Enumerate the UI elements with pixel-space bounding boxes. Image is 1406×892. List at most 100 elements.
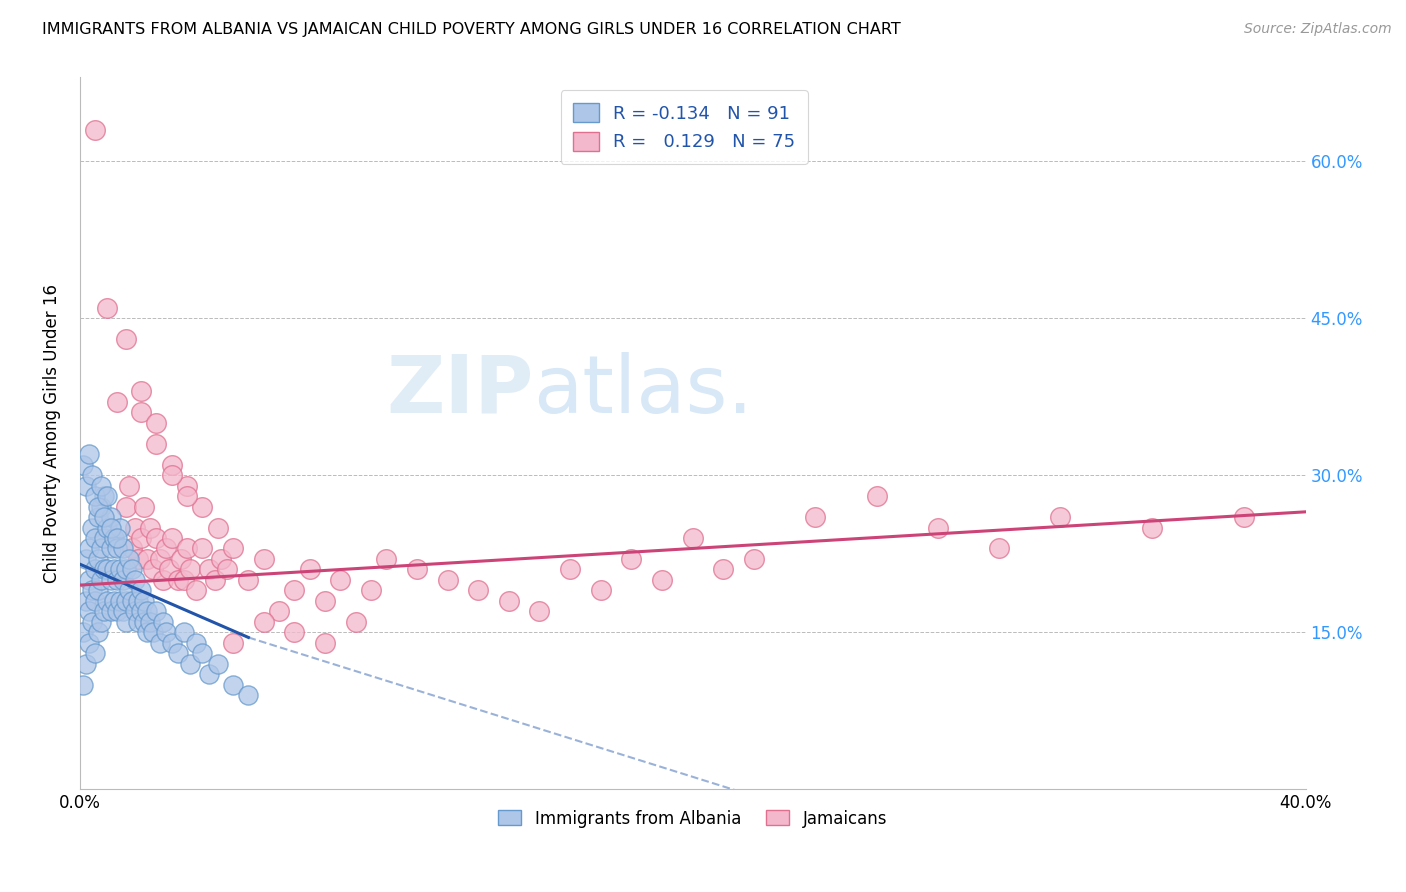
- Point: [111, 604, 134, 618]
- Point: [222, 677, 245, 691]
- Point: [498, 594, 520, 608]
- Point: [283, 583, 305, 598]
- Point: [75, 478, 97, 492]
- Point: [136, 625, 159, 640]
- Point: [145, 416, 167, 430]
- Text: ZIP: ZIP: [387, 351, 533, 430]
- Point: [186, 583, 208, 598]
- Point: [238, 573, 260, 587]
- Point: [103, 531, 125, 545]
- Point: [93, 604, 115, 618]
- Point: [160, 635, 183, 649]
- Point: [77, 541, 100, 556]
- Point: [152, 573, 174, 587]
- Point: [145, 531, 167, 545]
- Point: [103, 562, 125, 576]
- Point: [84, 122, 107, 136]
- Point: [129, 405, 152, 419]
- Point: [160, 531, 183, 545]
- Point: [170, 552, 193, 566]
- Point: [191, 646, 214, 660]
- Point: [96, 489, 118, 503]
- Point: [100, 510, 122, 524]
- Point: [93, 489, 115, 503]
- Point: [253, 552, 276, 566]
- Point: [84, 594, 107, 608]
- Point: [176, 489, 198, 503]
- Point: [467, 583, 489, 598]
- Point: [238, 688, 260, 702]
- Point: [283, 625, 305, 640]
- Legend: Immigrants from Albania, Jamaicans: Immigrants from Albania, Jamaicans: [492, 803, 894, 834]
- Point: [651, 573, 673, 587]
- Point: [298, 562, 321, 576]
- Point: [160, 458, 183, 472]
- Point: [155, 625, 177, 640]
- Point: [129, 531, 152, 545]
- Point: [121, 541, 143, 556]
- Point: [167, 646, 190, 660]
- Point: [87, 510, 110, 524]
- Point: [105, 531, 128, 545]
- Point: [127, 594, 149, 608]
- Point: [72, 625, 94, 640]
- Point: [179, 562, 201, 576]
- Point: [179, 657, 201, 671]
- Point: [215, 562, 238, 576]
- Point: [77, 635, 100, 649]
- Point: [90, 500, 112, 514]
- Point: [105, 604, 128, 618]
- Point: [167, 573, 190, 587]
- Point: [152, 615, 174, 629]
- Point: [105, 395, 128, 409]
- Point: [127, 615, 149, 629]
- Point: [173, 573, 195, 587]
- Point: [84, 531, 107, 545]
- Point: [682, 531, 704, 545]
- Point: [118, 478, 141, 492]
- Point: [82, 468, 104, 483]
- Point: [207, 520, 229, 534]
- Point: [82, 520, 104, 534]
- Point: [103, 594, 125, 608]
- Point: [100, 541, 122, 556]
- Text: IMMIGRANTS FROM ALBANIA VS JAMAICAN CHILD POVERTY AMONG GIRLS UNDER 16 CORRELATI: IMMIGRANTS FROM ALBANIA VS JAMAICAN CHIL…: [42, 22, 901, 37]
- Point: [129, 583, 152, 598]
- Point: [139, 520, 162, 534]
- Point: [100, 604, 122, 618]
- Point: [155, 541, 177, 556]
- Point: [157, 562, 180, 576]
- Point: [93, 510, 115, 524]
- Point: [142, 562, 165, 576]
- Point: [100, 573, 122, 587]
- Point: [77, 447, 100, 461]
- Point: [118, 552, 141, 566]
- Point: [87, 552, 110, 566]
- Point: [253, 615, 276, 629]
- Point: [114, 594, 136, 608]
- Point: [191, 500, 214, 514]
- Point: [108, 562, 131, 576]
- Point: [82, 615, 104, 629]
- Point: [197, 562, 219, 576]
- Point: [329, 573, 352, 587]
- Point: [84, 489, 107, 503]
- Point: [75, 657, 97, 671]
- Point: [145, 437, 167, 451]
- Point: [96, 594, 118, 608]
- Point: [865, 489, 887, 503]
- Point: [267, 604, 290, 618]
- Point: [118, 583, 141, 598]
- Point: [75, 594, 97, 608]
- Point: [75, 552, 97, 566]
- Point: [145, 604, 167, 618]
- Point: [148, 635, 170, 649]
- Point: [84, 646, 107, 660]
- Point: [173, 625, 195, 640]
- Point: [84, 562, 107, 576]
- Point: [111, 541, 134, 556]
- Point: [436, 573, 458, 587]
- Point: [620, 552, 643, 566]
- Point: [87, 583, 110, 598]
- Point: [105, 541, 128, 556]
